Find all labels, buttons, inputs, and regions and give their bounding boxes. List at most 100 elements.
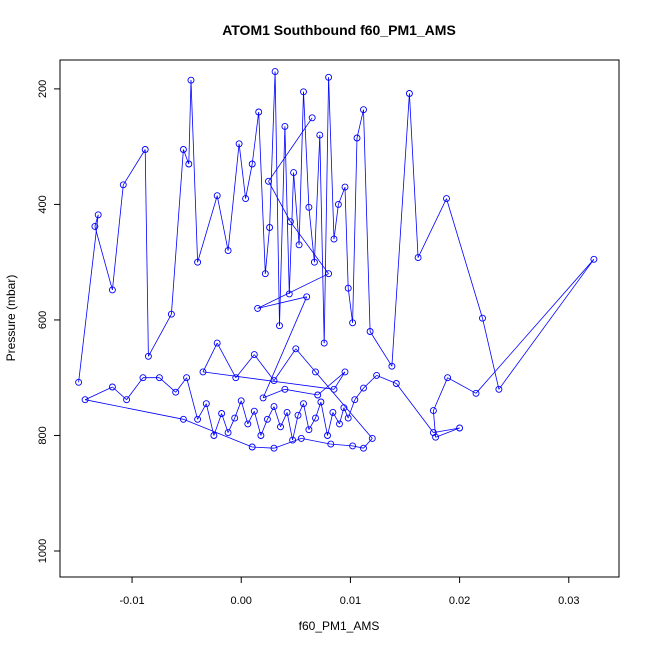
trace-segment <box>262 296 308 399</box>
data-point <box>231 414 239 422</box>
trace-segment <box>356 109 364 139</box>
data-point <box>330 385 338 393</box>
trace-segment <box>482 318 500 390</box>
data-point <box>235 140 243 148</box>
data-point <box>224 247 232 255</box>
trace-segment <box>292 415 299 441</box>
trace-segment <box>286 412 293 441</box>
trace-segment <box>183 418 253 448</box>
trace-segment <box>409 93 419 258</box>
data-traces <box>78 71 595 449</box>
trace-segment <box>280 412 288 427</box>
data-point <box>183 374 191 382</box>
data-point <box>292 345 300 353</box>
trace-segment <box>190 80 198 263</box>
y-tick-label: 400 <box>37 195 49 213</box>
trace-segment <box>433 427 460 433</box>
data-point <box>316 131 324 139</box>
trace-segment <box>122 149 146 186</box>
trace-segment <box>475 259 595 394</box>
x-tick-label: 0.01 <box>340 595 361 607</box>
data-point <box>294 411 302 419</box>
data-point <box>194 258 202 266</box>
chart-title: ATOM1 Southbound f60_PM1_AMS <box>222 22 456 38</box>
data-point <box>305 426 313 434</box>
data-point <box>329 408 337 416</box>
data-point <box>155 374 163 382</box>
trace-segment <box>268 181 291 222</box>
trace-segment <box>354 387 364 400</box>
data-point <box>320 339 328 347</box>
data-point <box>353 134 361 142</box>
trace-segment <box>315 401 322 419</box>
data-point <box>297 434 305 442</box>
trace-segment <box>235 354 255 378</box>
data-point <box>242 195 250 203</box>
trace-segment <box>202 371 335 390</box>
trace-segment <box>273 348 297 381</box>
y-tick-label: 200 <box>37 80 49 98</box>
data-point <box>199 368 207 376</box>
data-point <box>254 304 262 312</box>
data-point <box>276 322 283 330</box>
data-point <box>185 160 193 168</box>
data-point <box>179 146 187 153</box>
data-point <box>270 377 278 385</box>
data-point <box>108 286 116 294</box>
data-point <box>266 224 274 231</box>
trace-segment <box>273 406 281 427</box>
data-point <box>263 415 271 423</box>
trace-segment <box>446 198 483 319</box>
data-point <box>388 362 396 370</box>
data-point <box>210 432 218 439</box>
data-point <box>250 351 258 359</box>
data-point <box>392 380 400 387</box>
data-point <box>167 310 175 318</box>
trace-segment <box>435 427 460 438</box>
trace-segment <box>78 214 99 383</box>
data-point <box>277 423 284 431</box>
data-point <box>75 378 83 386</box>
data-point <box>327 440 335 448</box>
data-point <box>317 398 325 406</box>
trace-segment <box>269 71 276 228</box>
data-point <box>444 374 452 382</box>
data-point <box>213 339 221 347</box>
data-point <box>349 319 357 327</box>
data-point <box>250 407 258 415</box>
x-axis-label: f60_PM1_AMS <box>299 619 380 633</box>
data-point <box>187 76 195 84</box>
data-point <box>300 400 307 408</box>
trace-segment <box>369 331 393 367</box>
trace-segment <box>288 172 294 294</box>
trace-segment <box>290 221 329 274</box>
trace-segment <box>188 80 192 165</box>
trace-segment <box>240 400 249 425</box>
data-point <box>360 384 367 392</box>
trace-segment <box>320 401 328 436</box>
trace-segment <box>273 438 302 449</box>
data-point <box>91 222 99 230</box>
trace-segment <box>363 438 373 449</box>
data-point <box>405 90 413 97</box>
data-point <box>144 352 152 360</box>
trace-segment <box>417 198 447 258</box>
data-point <box>232 374 240 382</box>
data-point <box>261 270 269 278</box>
data-point <box>281 385 289 393</box>
trace-segment <box>498 259 595 390</box>
trace-segment <box>159 377 176 393</box>
data-point <box>325 73 333 81</box>
trace-segment <box>347 288 353 323</box>
data-point <box>330 235 338 243</box>
data-point <box>172 388 180 396</box>
trace-segment <box>297 403 304 416</box>
data-point <box>340 404 348 412</box>
trace-segment <box>298 91 304 245</box>
trace-segment <box>267 406 275 420</box>
trace-segment <box>247 411 255 425</box>
trace-segment <box>186 377 198 420</box>
trace-segment <box>352 445 364 449</box>
trace-segment <box>323 77 329 344</box>
data-point <box>303 293 311 301</box>
